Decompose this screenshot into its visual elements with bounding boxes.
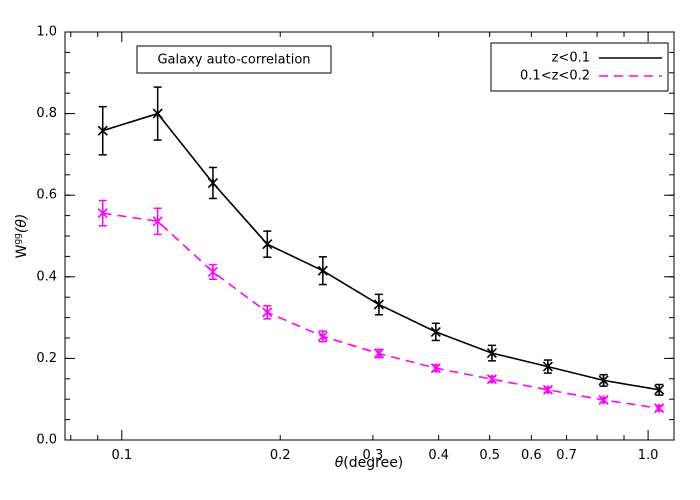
legend: z<0.1 0.1<z<0.2 (490, 42, 669, 92)
data-point (654, 403, 665, 414)
data-point (542, 384, 553, 395)
y-tick-label: 1.0 (36, 25, 57, 40)
x-tick-label: 0.1 (111, 448, 132, 463)
y-tick-label: 0.4 (36, 269, 57, 284)
data-point (152, 108, 163, 119)
x-tick-label: 0.4 (428, 448, 449, 463)
series-0 (97, 86, 665, 396)
x-tick-label: 0.6 (521, 448, 542, 463)
data-point (207, 266, 218, 277)
data-point (262, 239, 273, 250)
data-point (598, 394, 609, 406)
data-point (262, 307, 273, 318)
series-1 (97, 199, 665, 414)
x-tick-label: 0.7 (556, 448, 577, 463)
annotation-box: Galaxy auto-correlation (136, 45, 332, 74)
data-point (486, 374, 497, 385)
x-tick-label: 0.5 (479, 448, 500, 463)
x-tick-label: 1.0 (638, 448, 659, 463)
plot-frame (64, 31, 675, 441)
data-point (486, 348, 497, 359)
data-point (598, 375, 609, 386)
y-tick-label: 0.6 (36, 188, 57, 203)
data-point (654, 384, 665, 395)
data-point (430, 363, 441, 374)
data-point (97, 208, 108, 219)
data-point (152, 216, 163, 227)
series-line (102, 112, 660, 391)
x-tick-label: 0.2 (270, 448, 291, 463)
x-axis-label: θ(degree) (335, 455, 404, 471)
y-tick-label: 0.2 (36, 351, 57, 366)
data-point (97, 125, 108, 136)
data-point (317, 265, 328, 276)
legend-label-0: z<0.1 (552, 51, 590, 66)
annotation-frame (136, 45, 332, 74)
x-tick-label: 0.3 (363, 448, 384, 463)
axis-ticks: 0.0 0.2 0.4 0.6 0.8 1.0 0.1 0.2 0.3 0.4 0.5 0.6 0.7 1… (36, 25, 674, 463)
data-point (373, 299, 384, 310)
data-point (430, 326, 441, 337)
y-tick-label: 0.8 (36, 106, 57, 121)
data-point (317, 331, 328, 342)
y-axis-label: Wgg(θ) (13, 214, 30, 259)
series-line (102, 212, 660, 409)
data-point (207, 177, 218, 189)
data-point (542, 361, 553, 372)
y-tick-label: 0.0 (36, 433, 57, 448)
data-point (373, 348, 384, 359)
legend-label-1: 0.1<z<0.2 (520, 69, 590, 84)
annotation-text: Galaxy auto-correlation (157, 53, 310, 68)
series-layer (97, 86, 665, 414)
legend-frame (490, 42, 669, 92)
